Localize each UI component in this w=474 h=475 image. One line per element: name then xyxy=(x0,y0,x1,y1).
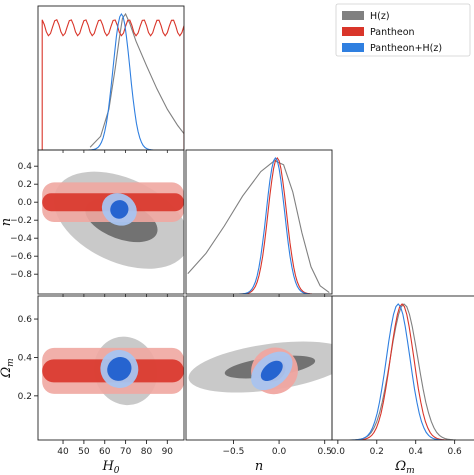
axis-label-sub: m xyxy=(6,358,16,367)
x-tick-label-H0: 60 xyxy=(99,447,111,457)
x-tick-label-Om: 0.2 xyxy=(370,447,384,457)
marginal-pantheonhz xyxy=(88,12,154,150)
x-tick-label-n: 0.5 xyxy=(318,447,332,457)
marginal-pantheon xyxy=(240,157,312,294)
y-tick-label-Om: 0.2 xyxy=(18,392,32,402)
y-tick-label-Om: 0.6 xyxy=(18,315,33,325)
marginal-hz xyxy=(187,160,330,294)
panel-frame xyxy=(185,149,333,295)
axis-label-main: n xyxy=(255,459,263,474)
x-tick-label-Om: 0.0 xyxy=(331,447,346,457)
panel-n_Om xyxy=(188,341,332,395)
marginal-hz xyxy=(89,12,184,148)
axis-label-sub: 0 xyxy=(114,466,120,475)
legend: H(z) Pantheon Pantheon+H(z) xyxy=(335,3,471,57)
x-tick-label-H0: 80 xyxy=(141,447,153,457)
x-tick-label-H0: 70 xyxy=(120,447,132,457)
legend-frame xyxy=(335,3,471,57)
y-tick-label-n: 0.2 xyxy=(18,180,32,190)
legend-swatch xyxy=(342,11,364,20)
marginal-n xyxy=(187,157,330,294)
legend-label: Pantheon+H(z) xyxy=(370,43,442,54)
panel-frame xyxy=(331,295,474,441)
marginal-Om xyxy=(349,303,456,440)
axis-label-main: Ω xyxy=(394,459,406,474)
panel-H0_Om xyxy=(42,336,184,406)
contour-pantheonhz-inner xyxy=(260,360,283,381)
axis-label-sub: m xyxy=(406,466,415,475)
y-tick-label-n: −0.6 xyxy=(10,252,32,262)
panel-frame xyxy=(37,295,185,441)
x-axis-label-Om: Ωm xyxy=(394,459,414,475)
marginal-hz xyxy=(349,303,456,440)
x-tick-label-H0: 50 xyxy=(78,447,90,457)
y-axis-label-n: n xyxy=(0,218,14,226)
y-tick-label-Om: 0.4 xyxy=(18,353,33,363)
x-tick-label-H0: 90 xyxy=(162,447,174,457)
marginal-H0 xyxy=(41,12,184,150)
legend-swatch xyxy=(342,27,364,36)
panel-H0_n xyxy=(42,171,184,269)
x-axis-label-H0: H0 xyxy=(101,459,119,475)
marginal-pantheon xyxy=(41,19,184,150)
x-tick-label-Om: 0.6 xyxy=(447,447,462,457)
y-tick-label-n: −0.4 xyxy=(10,234,32,244)
legend-label: H(z) xyxy=(370,11,390,22)
x-axis-label-n: n xyxy=(255,459,263,474)
x-tick-label-n: 0.0 xyxy=(272,447,287,457)
panel-frame xyxy=(37,149,185,295)
x-tick-label-H0: 40 xyxy=(57,447,69,457)
y-tick-label-n: −0.8 xyxy=(10,270,32,280)
contour-pantheonhz-inner xyxy=(107,357,132,381)
y-tick-label-n: 0.4 xyxy=(18,162,33,172)
x-tick-label-n: −0.5 xyxy=(223,447,245,457)
plot-area xyxy=(41,12,456,440)
x-tick-label-Om: 0.4 xyxy=(409,447,424,457)
marginal-pantheon xyxy=(355,303,447,440)
y-tick-label-n: −0.2 xyxy=(10,216,32,226)
marginal-pantheonhz xyxy=(238,157,311,294)
contour-pantheonhz-inner xyxy=(110,200,129,219)
y-axis-label-Om: Ωm xyxy=(0,358,16,378)
y-tick-label-n: 0.0 xyxy=(18,198,33,208)
legend-swatch xyxy=(342,43,364,52)
axis-label-main: H xyxy=(101,459,114,474)
axis-label-main: n xyxy=(0,218,14,226)
legend-label: Pantheon xyxy=(370,27,415,38)
axis-label-main: Ω xyxy=(0,367,14,379)
marginal-pantheonhz xyxy=(351,303,443,440)
